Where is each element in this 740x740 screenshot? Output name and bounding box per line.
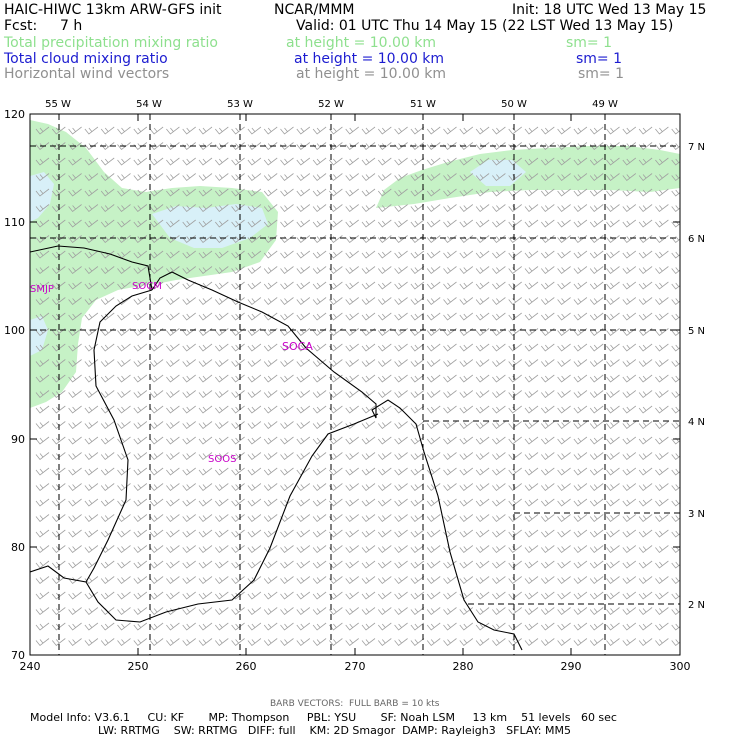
x-tick-290: 290 [561, 660, 582, 673]
station-soca: SOCA [282, 340, 313, 353]
forecast-hours: 7 h [60, 18, 83, 34]
latitude-labels: 7 N 6 N 5 N 4 N 3 N 2 N [688, 142, 705, 611]
station-soos: SOOS [208, 454, 236, 465]
y-tick-120: 120 [4, 108, 25, 121]
field-height-precip: at height = 10.00 km [286, 35, 437, 51]
border-north-suriname [30, 245, 153, 291]
field-height-wind: at height = 10.00 km [296, 66, 447, 82]
x-tick-260: 260 [236, 660, 257, 673]
precip-area-northeast [376, 146, 680, 208]
y-tick-110: 110 [4, 216, 25, 229]
border-french-guiana-brazil [151, 271, 523, 651]
lat-label-4n: 4 N [688, 417, 705, 428]
x-tick-300: 300 [670, 660, 691, 673]
field-name-cloud: Total cloud mixing ratio [4, 51, 168, 67]
x-tick-240: 240 [20, 660, 41, 673]
lon-label-54w: 54 W [136, 99, 162, 110]
x-tick-270: 270 [345, 660, 366, 673]
precip-area-northwest [30, 120, 278, 408]
model-title: HAIC-HIWC 13km ARW-GFS init [4, 2, 222, 18]
lon-label-52w: 52 W [318, 99, 344, 110]
y-tick-labels: 70 80 90 100 110 120 [4, 108, 25, 662]
model-info-line2: LW: RRTMG SW: RRTMG DIFF: full KM: 2D Sm… [98, 724, 571, 737]
lon-label-49w: 49 W [592, 99, 618, 110]
lat-label-2n: 2 N [688, 600, 705, 611]
valid-time: Valid: 01 UTC Thu 14 May 15 (22 LST Wed … [296, 18, 674, 34]
y-tick-100: 100 [4, 324, 25, 337]
x-tick-250: 250 [128, 660, 149, 673]
coastline-borders [30, 245, 523, 651]
cloud-area-west [30, 316, 48, 356]
y-tick-90: 90 [11, 433, 25, 446]
longitude-labels: 55 W 54 W 53 W 52 W 51 W 50 W 49 W [45, 99, 618, 110]
lon-label-53w: 53 W [227, 99, 253, 110]
border-west-amapa [85, 289, 153, 583]
cloud-area-northwest [30, 172, 54, 222]
lat-lon-grid [30, 114, 680, 655]
station-socm: SOCM [132, 281, 162, 292]
model-info-line1: Model Info: V3.6.1 CU: KF MP: Thompson P… [30, 711, 617, 724]
lon-label-50w: 50 W [501, 99, 527, 110]
y-tick-70: 70 [11, 649, 25, 662]
lat-label-5n: 5 N [688, 326, 705, 337]
forecast-label: Fcst: [4, 18, 38, 34]
barb-vectors-note: BARB VECTORS: FULL BARB = 10 kts [270, 699, 440, 709]
y-tick-80: 80 [11, 541, 25, 554]
wind-barb-field [35, 126, 680, 647]
field-name-precip: Total precipitation mixing ratio [4, 35, 218, 51]
x-tick-labels: 240 250 260 270 280 290 300 [20, 660, 691, 673]
lat-label-7n: 7 N [688, 142, 705, 153]
field-sm-wind: sm= 1 [578, 66, 625, 82]
axis-ticks [29, 114, 680, 655]
wind-barbs [35, 126, 680, 647]
field-name-wind: Horizontal wind vectors [4, 66, 170, 82]
lat-label-3n: 3 N [688, 509, 705, 520]
station-smjp: SMJP [30, 284, 54, 295]
lon-label-55w: 55 W [45, 99, 71, 110]
field-sm-cloud: sm= 1 [576, 51, 623, 67]
lon-label-51w: 51 W [410, 99, 436, 110]
field-height-cloud: at height = 10.00 km [294, 51, 445, 67]
init-time: Init: 18 UTC Wed 13 May 15 [512, 2, 707, 18]
field-sm-precip: sm= 1 [566, 35, 613, 51]
org-label: NCAR/MMM [274, 2, 355, 18]
lat-label-6n: 6 N [688, 234, 705, 245]
x-tick-280: 280 [453, 660, 474, 673]
cloud-area-north [152, 204, 268, 248]
border-south [30, 413, 379, 623]
